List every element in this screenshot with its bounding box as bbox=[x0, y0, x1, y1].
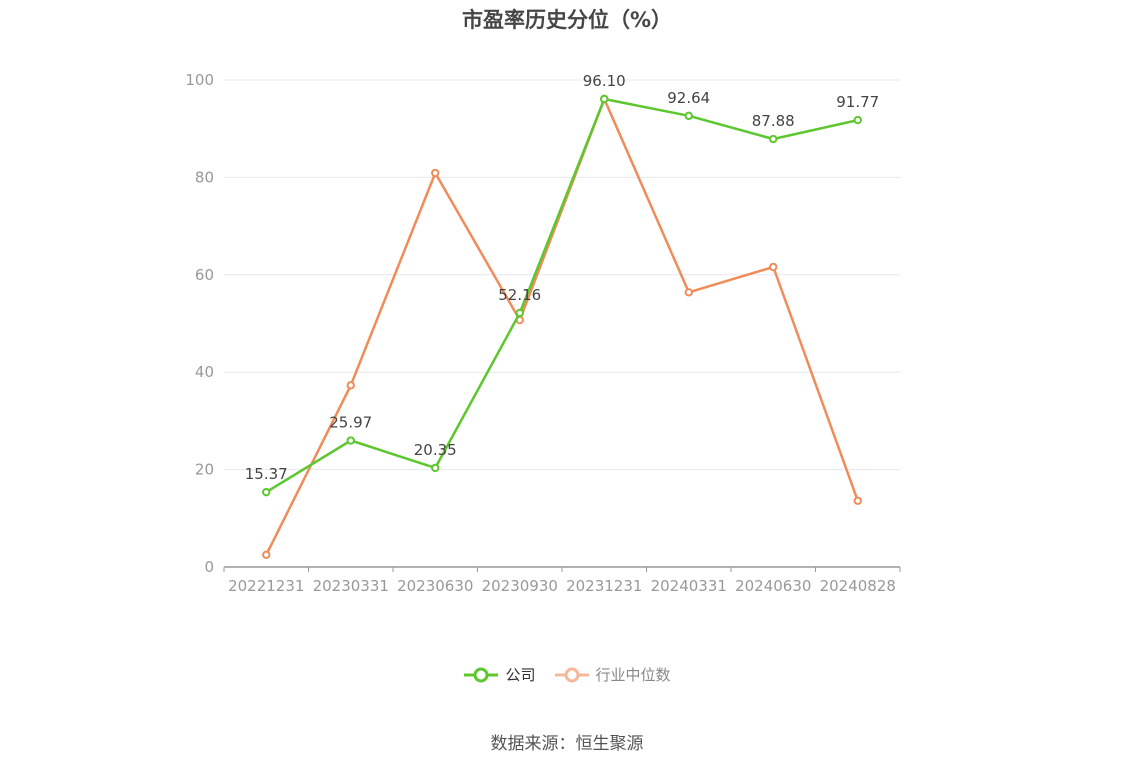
data-point-company[interactable] bbox=[600, 94, 609, 104]
y-tick-label: 100 bbox=[185, 71, 214, 89]
data-label: 25.97 bbox=[329, 414, 372, 432]
x-tick-label: 20231231 bbox=[566, 577, 642, 595]
grid-lines bbox=[224, 79, 900, 471]
x-tick-label: 20240331 bbox=[651, 577, 727, 595]
legend-industry-label: 行业中位数 bbox=[595, 666, 671, 684]
y-tick-label: 60 bbox=[195, 266, 214, 284]
data-point-industry[interactable] bbox=[346, 381, 355, 390]
data-point-company[interactable] bbox=[515, 308, 524, 318]
y-tick-label: 40 bbox=[195, 363, 214, 381]
data-label: 96.10 bbox=[583, 72, 626, 90]
axes: 0 20 40 60 80 100 20221231 20230331 20230630 2023… bbox=[185, 71, 901, 595]
data-point-company[interactable] bbox=[769, 134, 778, 144]
y-tick-label: 0 bbox=[204, 558, 214, 576]
data-point-industry[interactable] bbox=[684, 288, 693, 297]
legend-industry-swatch bbox=[554, 667, 589, 682]
series-lines bbox=[262, 94, 862, 560]
data-label: 87.88 bbox=[752, 112, 795, 130]
legend-company-swatch bbox=[464, 667, 499, 682]
data-label: 20.35 bbox=[414, 441, 457, 459]
source-note: 数据来源：恒生聚源 bbox=[490, 734, 644, 754]
y-tick-label: 20 bbox=[195, 461, 214, 479]
y-tick-label: 80 bbox=[195, 168, 214, 186]
x-tick-label: 20230930 bbox=[482, 577, 558, 595]
data-point-industry[interactable] bbox=[262, 550, 271, 560]
chart-title: 市盈率历史分位（%） bbox=[461, 8, 673, 32]
data-point-industry[interactable] bbox=[431, 168, 440, 178]
legend: 公司 行业中位数 bbox=[0, 664, 1134, 685]
data-point-industry[interactable] bbox=[769, 262, 778, 272]
series-line-company bbox=[265, 97, 859, 494]
legend-item-industry[interactable]: 行业中位数 bbox=[554, 664, 671, 685]
x-tick-label: 20221231 bbox=[228, 577, 304, 595]
data-point-industry[interactable] bbox=[853, 496, 862, 505]
x-tick-label: 20230630 bbox=[397, 577, 473, 595]
data-point-company[interactable] bbox=[262, 487, 271, 497]
data-label: 92.64 bbox=[667, 89, 710, 107]
data-label: 52.16 bbox=[498, 286, 541, 304]
data-label: 15.37 bbox=[245, 465, 288, 483]
x-tick-label: 20230331 bbox=[313, 577, 389, 595]
legend-company-label: 公司 bbox=[505, 666, 536, 684]
data-label: 91.77 bbox=[836, 93, 879, 111]
legend-item-company[interactable]: 公司 bbox=[463, 664, 536, 685]
data-labels: 15.37 25.97 20.35 52.16 96.10 92.64 87.88 91.77 bbox=[245, 72, 879, 483]
data-point-company[interactable] bbox=[684, 111, 693, 121]
data-point-company[interactable] bbox=[431, 463, 440, 473]
data-point-company[interactable] bbox=[853, 115, 862, 125]
data-point-company[interactable] bbox=[346, 436, 355, 445]
series-line-industry bbox=[265, 97, 859, 556]
x-tick-label: 20240630 bbox=[735, 577, 811, 595]
x-tick-label: 20240828 bbox=[820, 577, 896, 595]
